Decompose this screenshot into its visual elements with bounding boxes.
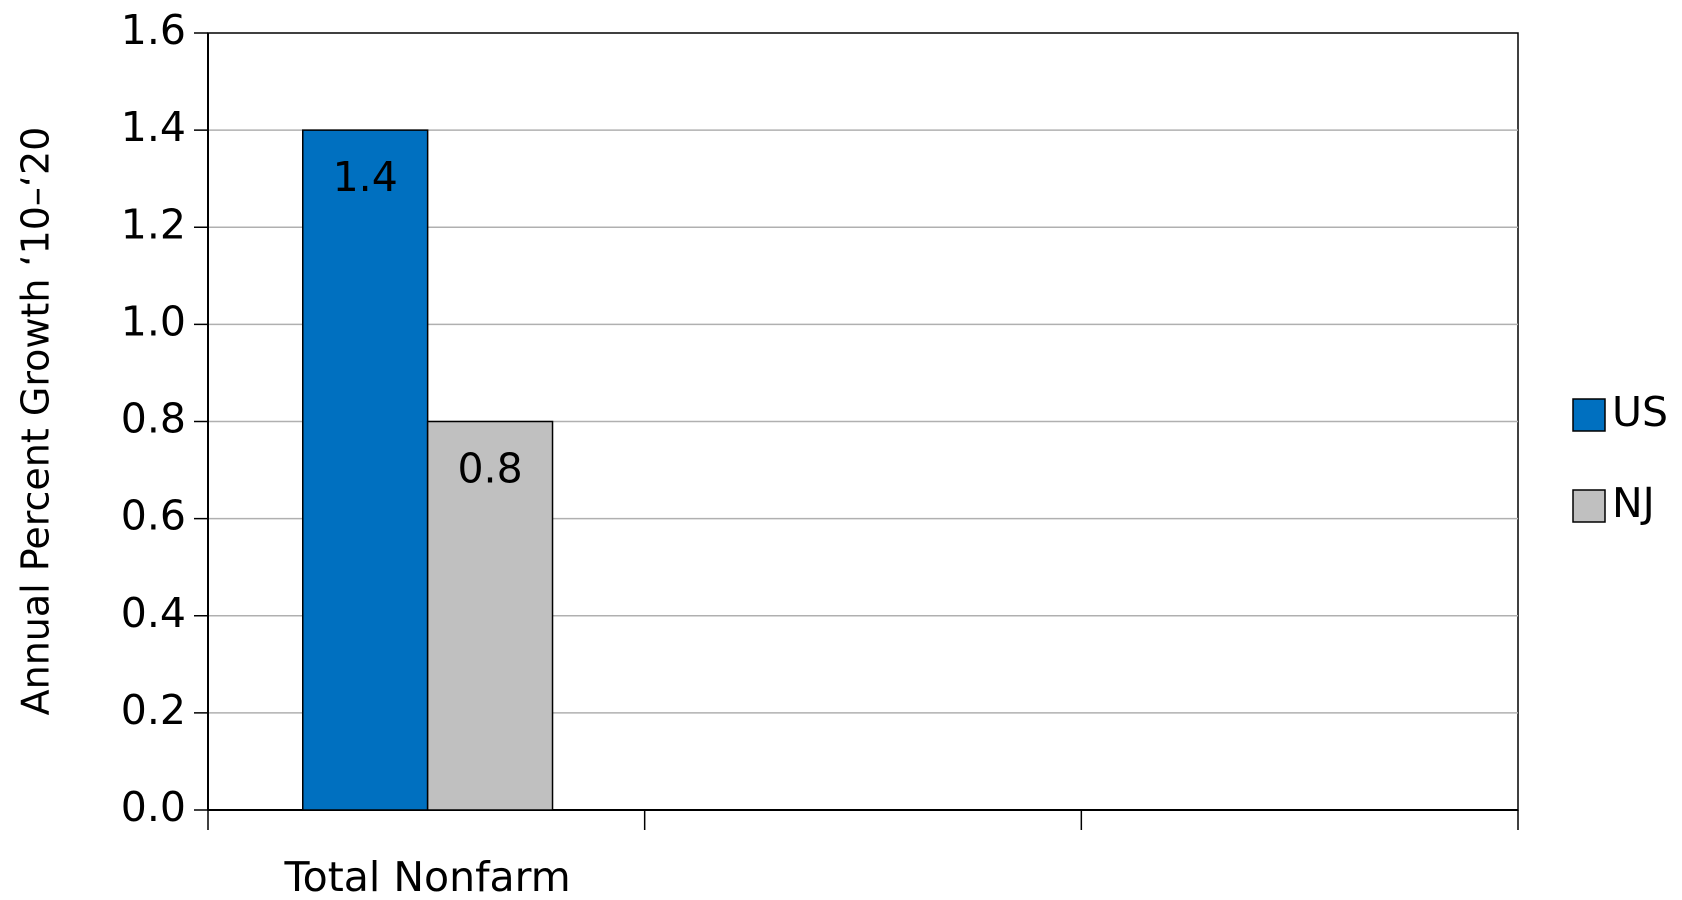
legend-swatch <box>1572 489 1606 523</box>
y-tick-label: 0.6 <box>121 492 186 540</box>
y-tick-label: 1.0 <box>121 297 186 345</box>
x-tick-label: Total Nonfarm <box>284 853 571 900</box>
data-label: 1.4 <box>333 153 398 201</box>
data-label: 0.8 <box>457 445 522 493</box>
bar <box>426 420 554 811</box>
bar <box>302 129 429 811</box>
legend-swatch <box>1572 398 1606 432</box>
y-tick-label: 1.4 <box>121 103 186 151</box>
legend-label: US <box>1612 388 1668 436</box>
y-tick-label: 0.2 <box>121 686 186 734</box>
legend-label: NJ <box>1612 479 1655 527</box>
y-tick-label: 1.6 <box>121 6 186 54</box>
y-tick-label: 0.4 <box>121 589 186 637</box>
y-tick-label: 0.8 <box>121 395 186 443</box>
y-tick-label: 1.2 <box>121 200 186 248</box>
y-axis-title: Annual Percent Growth ‘10–‘20 <box>14 127 58 716</box>
y-tick-label: 0.0 <box>121 783 186 831</box>
